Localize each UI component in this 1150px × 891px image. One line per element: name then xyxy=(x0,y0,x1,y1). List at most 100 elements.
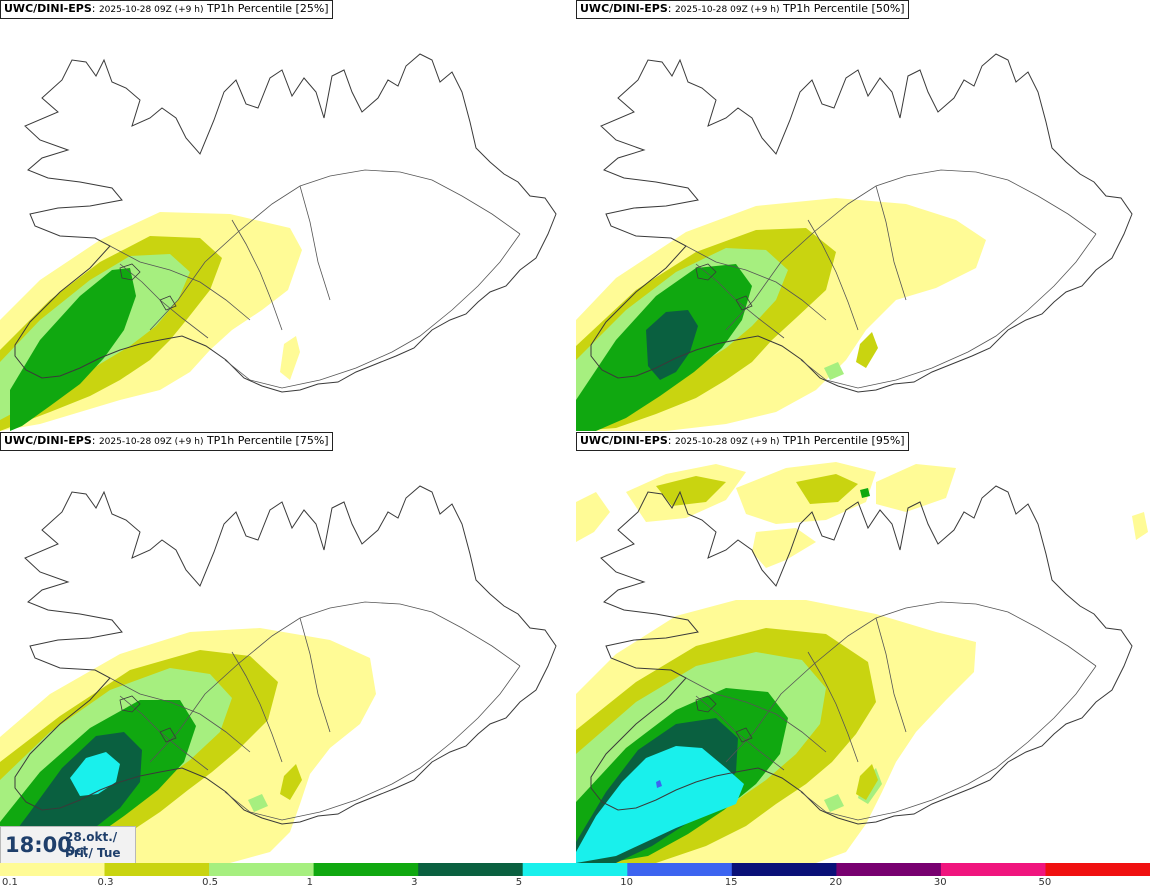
legend-swatch xyxy=(627,863,733,876)
precip-area-0-1 xyxy=(1132,512,1148,540)
legend-swatch xyxy=(0,863,106,876)
panel-title-p95: UWC/DINI-EPS: 2025-10-28 09Z (+9 h) TP1h… xyxy=(576,432,909,451)
legend-swatch xyxy=(209,863,315,876)
lake-outline xyxy=(159,727,177,743)
map-panel-p25: UWC/DINI-EPS: 2025-10-28 09Z (+9 h) TP1h… xyxy=(0,0,575,431)
legend-label: 0.1 xyxy=(2,877,18,888)
precip-fill-p75 xyxy=(0,628,376,863)
precip-area-0-3 xyxy=(796,474,858,504)
legend-swatch xyxy=(836,863,942,876)
precip-area-0-1 xyxy=(576,492,610,542)
legend-swatch xyxy=(731,863,837,876)
legend-label: 50 xyxy=(1038,877,1052,888)
lake-outline xyxy=(695,263,717,281)
coastline xyxy=(590,53,1133,393)
road-line xyxy=(875,617,907,733)
valid-time: 18:00 xyxy=(5,833,72,857)
precip-area-0-5 xyxy=(824,362,844,380)
road-line xyxy=(725,601,1097,763)
precip-map-p75 xyxy=(0,485,557,863)
coastline-p50 xyxy=(590,53,1133,393)
panel-source: UWC/DINI-EPS xyxy=(4,2,92,15)
map-panel-p75: UWC/DINI-EPS: 2025-10-28 09Z (+9 h) TP1h… xyxy=(0,432,575,863)
road-line xyxy=(224,665,521,821)
coastline-p25 xyxy=(14,53,557,393)
precip-area-10 xyxy=(656,780,662,788)
precip-fill-p95 xyxy=(576,462,1148,863)
legend-label: 15 xyxy=(724,877,738,888)
precip-area-5 xyxy=(576,746,744,863)
road-line xyxy=(685,245,827,321)
coastline xyxy=(590,485,1133,825)
legend-swatch xyxy=(522,863,628,876)
panel-param: TP1h Percentile [95%] xyxy=(782,434,905,447)
lake-outline xyxy=(735,727,753,743)
map-panel-p50: UWC/DINI-EPS: 2025-10-28 09Z (+9 h) TP1h… xyxy=(576,0,1150,431)
valid-time-box: 18:00 28.okt./ Oct Þri./ Tue xyxy=(0,826,136,864)
road-line xyxy=(149,601,521,763)
valid-date-line2: Þri./ Tue xyxy=(65,846,121,860)
coastline xyxy=(14,485,557,825)
legend-swatch xyxy=(313,863,419,876)
legend-swatch xyxy=(1045,863,1150,876)
precip-area-3 xyxy=(646,310,698,380)
precip-area-0-3 xyxy=(280,764,302,800)
precip-area-0-1 xyxy=(752,528,816,568)
road-line xyxy=(109,245,251,321)
precip-fill-p50 xyxy=(576,198,986,431)
coastline-p95 xyxy=(590,485,1133,825)
lake-outline xyxy=(119,263,141,281)
legend-color-bar xyxy=(0,863,1150,876)
road-line xyxy=(685,677,827,753)
precip-map-p95 xyxy=(576,462,1148,863)
precip-area-1 xyxy=(10,268,136,431)
legend-label: 0.3 xyxy=(97,877,114,888)
precip-area-0-1 xyxy=(876,464,956,512)
legend-label: 20 xyxy=(829,877,843,888)
panel-source: UWC/DINI-EPS xyxy=(580,2,668,15)
legend-label: 0.5 xyxy=(202,877,218,888)
road-line xyxy=(299,617,331,733)
panel-param: TP1h Percentile [25%] xyxy=(206,2,329,15)
precip-area-0-5 xyxy=(248,794,268,812)
legend-label: 1 xyxy=(306,877,313,888)
lake-outline xyxy=(695,695,717,713)
legend-swatch xyxy=(940,863,1046,876)
precip-area-1 xyxy=(860,488,870,498)
valid-date-line1: 28.okt./ Oct xyxy=(65,830,118,858)
road-line xyxy=(231,219,283,331)
precip-area-0-5 xyxy=(824,794,844,812)
precip-fill-p25 xyxy=(0,212,302,431)
precip-legend: 0.1 0.3 0.5 1 3 5 10 15 20 30 50 xyxy=(0,863,1150,891)
precip-area-5 xyxy=(70,752,120,796)
panel-title-p25: UWC/DINI-EPS: 2025-10-28 09Z (+9 h) TP1h… xyxy=(0,0,333,19)
panel-source: UWC/DINI-EPS xyxy=(580,434,668,447)
legend-label: 5 xyxy=(515,877,523,888)
precip-area-0-3 xyxy=(656,476,726,506)
precip-map-p50 xyxy=(576,53,1133,431)
panel-title-p75: UWC/DINI-EPS: 2025-10-28 09Z (+9 h) TP1h… xyxy=(0,432,333,451)
lake-outline xyxy=(119,695,141,713)
map-panel-p95: UWC/DINI-EPS: 2025-10-28 09Z (+9 h) TP1h… xyxy=(576,432,1150,863)
lake-outline xyxy=(159,295,177,311)
coastline xyxy=(14,53,557,393)
panel-run: 2025-10-28 09Z (+9 h) xyxy=(98,5,204,15)
road-line xyxy=(725,169,1097,331)
road-line xyxy=(875,185,907,301)
legend-swatch xyxy=(418,863,524,876)
legend-swatch xyxy=(104,863,210,876)
legend-label: 10 xyxy=(620,877,633,888)
legend-label: 30 xyxy=(933,877,947,888)
road-line xyxy=(807,651,859,763)
road-line xyxy=(231,651,283,763)
road-line xyxy=(224,233,521,389)
panel-run: 2025-10-28 09Z (+9 h) xyxy=(674,5,780,15)
road-line xyxy=(149,169,521,331)
coastline-p75 xyxy=(14,485,557,825)
panel-run: 2025-10-28 09Z (+9 h) xyxy=(674,437,780,447)
panel-title-p50: UWC/DINI-EPS: 2025-10-28 09Z (+9 h) TP1h… xyxy=(576,0,909,19)
road-line xyxy=(299,185,331,301)
road-line xyxy=(800,665,1097,821)
panel-param: TP1h Percentile [75%] xyxy=(206,434,329,447)
road-line xyxy=(800,233,1097,389)
